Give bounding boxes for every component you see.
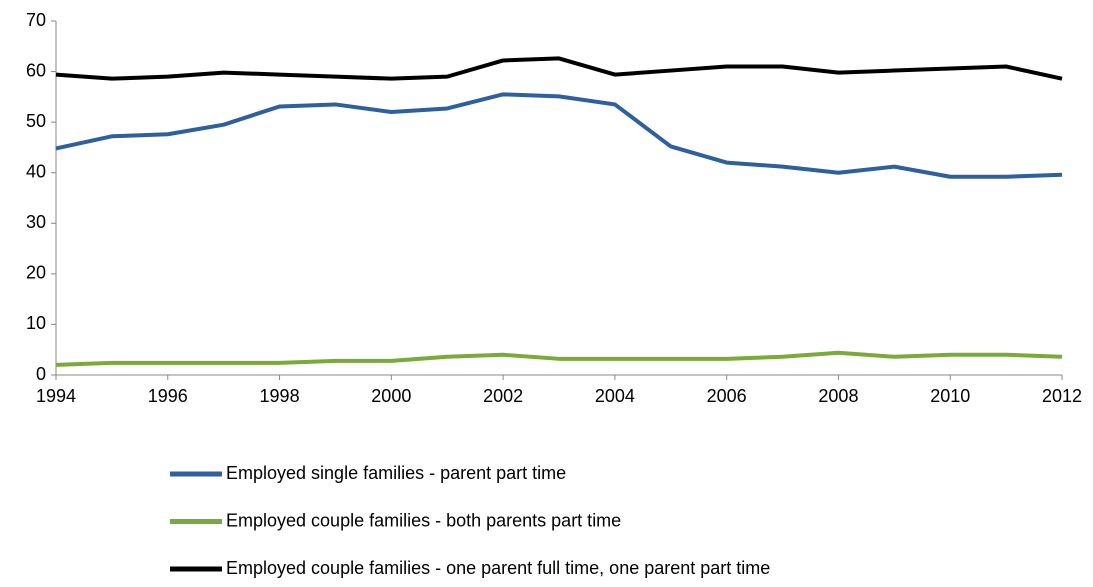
x-tick-label: 2008: [818, 386, 858, 406]
legend-label: Employed couple families - one parent fu…: [226, 558, 770, 578]
x-tick-label: 1996: [148, 386, 188, 406]
x-tick-label: 2006: [707, 386, 747, 406]
series-line: [55, 350, 1063, 367]
x-tick-label: 1998: [260, 386, 300, 406]
x-tick-label: 2004: [595, 386, 635, 406]
y-tick-label: 40: [26, 161, 46, 181]
y-tick-label: 10: [26, 313, 46, 333]
x-tick-label: 2010: [930, 386, 970, 406]
x-tick-label: 2000: [371, 386, 411, 406]
legend-label: Employed couple families - both parents …: [226, 510, 621, 530]
series-line: [55, 56, 1063, 81]
y-tick-label: 20: [26, 263, 46, 283]
series-line: [55, 92, 1063, 179]
y-tick-label: 60: [26, 60, 46, 80]
x-tick-label: 2012: [1042, 386, 1082, 406]
y-tick-label: 30: [26, 212, 46, 232]
y-tick-label: 50: [26, 111, 46, 131]
y-tick-label: 0: [36, 364, 46, 384]
legend-label: Employed single families - parent part t…: [226, 463, 566, 483]
x-tick-label: 2002: [483, 386, 523, 406]
y-tick-label: 70: [26, 10, 46, 30]
x-tick-label: 1994: [36, 386, 76, 406]
